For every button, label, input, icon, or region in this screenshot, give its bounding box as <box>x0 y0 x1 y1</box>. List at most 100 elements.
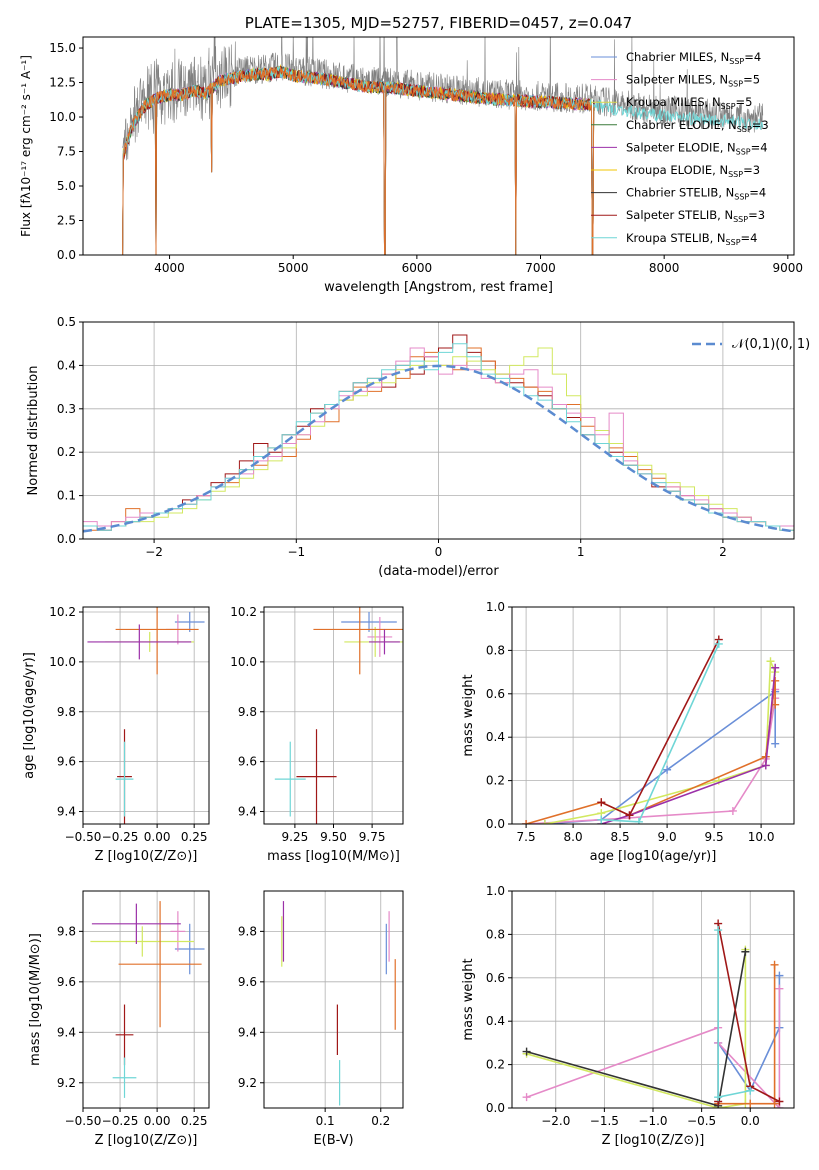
x-tick-label: 0.00 <box>144 830 171 844</box>
x-tick-label: 0.0 <box>741 1114 760 1128</box>
x-tick-label: −0.50 <box>65 1114 102 1128</box>
x-tick-label: −0.25 <box>102 1114 139 1128</box>
x-tick-label: 8.0 <box>564 830 583 844</box>
y-tick-label: 0.5 <box>57 315 76 329</box>
y-axis-label: mass [log10(M/M⊙)] <box>28 933 43 1066</box>
y-axis-label: Normed distribution <box>26 366 41 496</box>
weight-lines <box>522 635 780 824</box>
legend-label: 𝒩(0,1)(0, 1) <box>732 337 810 352</box>
weight-marker <box>775 984 784 993</box>
weight-series-7 <box>601 643 720 823</box>
panel-2: −2 −1 0 1 2 0.0 0.1 0.2 0.3 0.4 0.5 (data-model)/er… <box>26 315 810 579</box>
y-tick-label: 0.3 <box>57 402 76 416</box>
weight-series-1 <box>717 975 781 1108</box>
weight-marker <box>775 1097 784 1106</box>
weight-marker <box>714 926 723 935</box>
y-tick-label: 0.2 <box>486 1058 505 1072</box>
weight-marker <box>625 811 634 820</box>
weight-series-3 <box>544 660 776 824</box>
x-tick-label: −0.5 <box>687 1114 716 1128</box>
chart-title: PLATE=1305, MJD=52757, FIBERID=0457, z=0… <box>245 14 632 32</box>
weight-marker <box>770 960 779 969</box>
x-axis-label: Z [log10(Z/Z⊙)] <box>95 849 198 864</box>
legend: Chabrier MILES, NSSP=4 Salpeter MILES, NS… <box>591 50 769 247</box>
x-tick-label: −1 <box>287 545 305 559</box>
x-tick-label: 4000 <box>154 261 185 275</box>
y-tick-label: 1.0 <box>486 884 505 898</box>
x-axis-label: (data-model)/error <box>378 564 499 579</box>
weight-marker <box>522 1047 531 1056</box>
x-tick-label: 9.75 <box>359 830 386 844</box>
legend-label: Salpeter ELODIE, NSSP=4 <box>626 140 768 156</box>
y-tick-label: 0.0 <box>486 817 505 831</box>
weight-marker <box>522 1093 531 1102</box>
weight-marker <box>540 820 549 824</box>
panel-4: 9.25 9.50 9.75 9.4 9.6 9.8 10.0 10.2 mass [log10… <box>230 605 404 864</box>
y-tick-label: 7.5 <box>57 145 76 159</box>
x-tick-label: 9.25 <box>282 830 309 844</box>
y-tick-label: 0.2 <box>57 445 76 459</box>
x-tick-label: 9.5 <box>705 830 724 844</box>
y-tick-label: 0.0 <box>57 248 76 262</box>
legend-label: Chabrier ELODIE, NSSP=3 <box>626 118 769 134</box>
y-tick-label: 5.0 <box>57 179 76 193</box>
weight-marker <box>771 676 780 685</box>
legend-label: Kroupa STELIB, NSSP=4 <box>626 231 757 247</box>
panel-8: −2.0 −1.5 −1.0 −0.5 0.0 0.0 0.2 0.4 0.6 0.8 1.0 Z [… <box>461 884 795 1148</box>
x-axis-label: Z [log10(Z/Z⊙)] <box>602 1133 705 1148</box>
x-tick-label: 0.25 <box>181 1114 208 1128</box>
x-tick-label: 6000 <box>402 261 433 275</box>
weight-marker <box>597 815 606 824</box>
y-tick-label: 9.8 <box>57 924 76 938</box>
y-tick-label: 10.0 <box>230 655 257 669</box>
x-tick-label: 0.00 <box>144 1114 171 1128</box>
y-tick-label: 9.4 <box>238 1025 257 1039</box>
weight-marker <box>771 739 780 748</box>
y-tick-label: 15.0 <box>49 41 76 55</box>
y-tick-label: 0.0 <box>57 532 76 546</box>
weight-marker <box>761 761 770 770</box>
model-spectrum-10 <box>122 66 595 255</box>
x-axis-label: wavelength [Angstrom, rest frame] <box>324 280 553 295</box>
y-tick-label: 9.6 <box>57 975 76 989</box>
x-tick-label: 5000 <box>278 261 309 275</box>
y-tick-label: 12.5 <box>49 76 76 90</box>
x-tick-label: −2 <box>145 545 163 559</box>
legend-label: Salpeter STELIB, NSSP=3 <box>626 208 765 224</box>
x-tick-label: 0.1 <box>316 1114 335 1128</box>
x-tick-label: −1.5 <box>590 1114 619 1128</box>
y-tick-label: 0.4 <box>57 358 76 372</box>
x-tick-label: 8.5 <box>611 830 630 844</box>
legend-label: Kroupa MILES, NSSP=5 <box>626 95 752 111</box>
errorbars <box>87 607 205 824</box>
weight-marker <box>770 1099 779 1108</box>
y-tick-label: 9.8 <box>57 705 76 719</box>
x-tick-label: −2.0 <box>541 1114 570 1128</box>
axes-frame <box>82 321 795 540</box>
axes-frame <box>263 606 404 825</box>
weight-series-2 <box>526 689 776 824</box>
x-tick-label: 7.5 <box>517 830 536 844</box>
weight-marker <box>522 820 531 824</box>
weight-marker <box>714 639 723 648</box>
x-axis-label: Z [log10(Z/Z⊙)] <box>95 1133 198 1148</box>
x-tick-label: 10.0 <box>748 830 775 844</box>
x-axis-label: E(B-V) <box>313 1133 353 1148</box>
model-spectrum-3 <box>122 66 595 255</box>
axes-frame <box>511 606 795 825</box>
weight-marker <box>746 1086 755 1095</box>
y-tick-label: 10.2 <box>230 605 257 619</box>
axes-frame <box>82 36 795 256</box>
y-tick-label: 10.2 <box>49 605 76 619</box>
y-tick-label: 0.1 <box>57 489 76 503</box>
y-tick-label: 9.6 <box>238 975 257 989</box>
y-tick-label: 0.8 <box>486 927 505 941</box>
legend-label: Kroupa ELODIE, NSSP=3 <box>626 163 760 179</box>
errorbars <box>281 901 396 1106</box>
y-tick-label: 9.4 <box>238 805 257 819</box>
x-tick-label: 1 <box>577 545 585 559</box>
axes-frame <box>511 890 795 1109</box>
histogram-series-5 <box>83 343 794 539</box>
y-tick-label: 9.8 <box>238 924 257 938</box>
